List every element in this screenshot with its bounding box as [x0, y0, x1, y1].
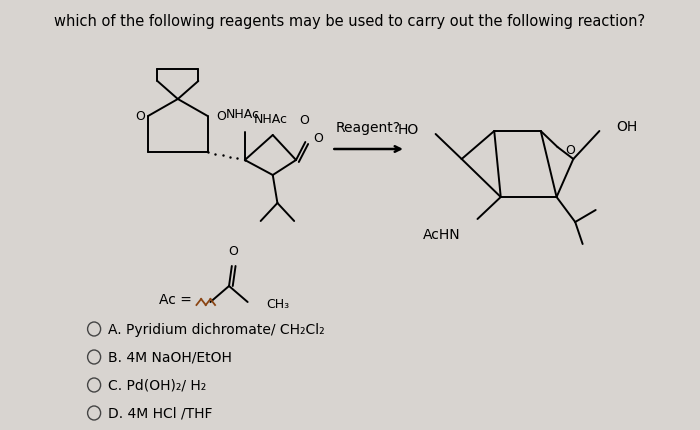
Text: Reagent?: Reagent?: [336, 121, 401, 135]
Text: O: O: [229, 244, 239, 258]
Text: O: O: [216, 110, 226, 123]
Text: HO: HO: [398, 123, 419, 137]
Text: O: O: [299, 113, 309, 126]
Text: NHAc: NHAc: [226, 108, 260, 121]
Text: O: O: [565, 143, 575, 156]
Text: O: O: [314, 132, 323, 145]
Text: C. Pd(OH)₂/ H₂: C. Pd(OH)₂/ H₂: [108, 378, 206, 392]
Text: AcHN: AcHN: [423, 227, 461, 241]
Text: D. 4M HCl /THF: D. 4M HCl /THF: [108, 406, 213, 420]
Text: O: O: [135, 110, 145, 123]
Text: NHAc: NHAc: [254, 113, 288, 126]
Text: which of the following reagents may be used to carry out the following reaction?: which of the following reagents may be u…: [55, 14, 645, 29]
Text: A. Pyridium dichromate/ CH₂Cl₂: A. Pyridium dichromate/ CH₂Cl₂: [108, 322, 325, 336]
Text: Ac =: Ac =: [159, 292, 192, 306]
Text: CH₃: CH₃: [266, 298, 289, 311]
Text: B. 4M NaOH/EtOH: B. 4M NaOH/EtOH: [108, 350, 232, 364]
Text: OH: OH: [616, 120, 638, 134]
